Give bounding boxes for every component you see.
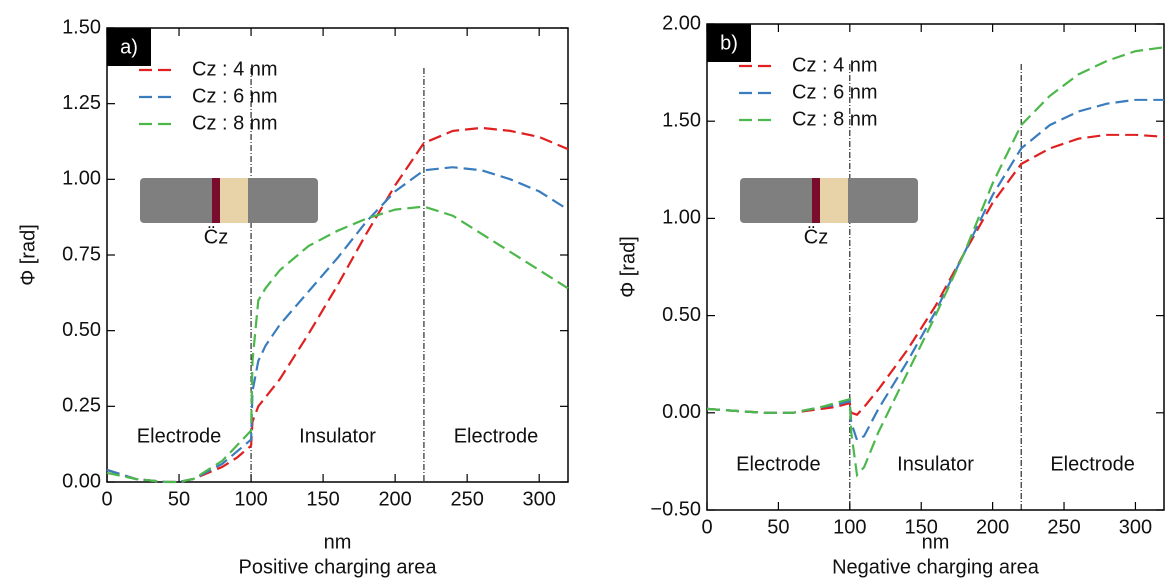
x-tick-label: 50	[767, 516, 789, 538]
y-tick-label: 0.50	[62, 319, 101, 341]
x-tick-label: 250	[1047, 516, 1080, 538]
inset-insulator	[820, 178, 848, 223]
y-tick-label: 0.50	[662, 304, 701, 326]
series-line	[707, 47, 1164, 475]
legend-label: Cz : 6 nm	[192, 85, 278, 107]
plot-frame	[706, 23, 1165, 511]
x-axis-label: nm	[922, 531, 950, 553]
region-label: Electrode	[454, 425, 539, 447]
region-label: Insulator	[897, 453, 974, 475]
region-label: Electrode	[137, 425, 222, 447]
y-tick-label: 1.25	[62, 92, 101, 114]
x-tick-label: 200	[378, 488, 411, 510]
y-tick-label: 0.00	[62, 470, 101, 492]
x-tick-label: 100	[833, 516, 866, 538]
inset-label: C̈z	[204, 226, 228, 248]
x-tick-label: 50	[168, 488, 190, 510]
y-tick-label: 0.25	[62, 395, 101, 417]
legend-label: Cz : 8 nm	[792, 108, 878, 130]
y-tick-label: 1.50	[662, 109, 701, 131]
legend-label: Cz : 4 nm	[792, 54, 878, 76]
x-tick-label: 250	[450, 488, 483, 510]
panel-label: a)	[120, 36, 138, 58]
plot-frame	[106, 27, 569, 483]
y-tick-label: −0.50	[650, 498, 701, 520]
legend-label: Cz : 6 nm	[792, 81, 878, 103]
x-tick-label: 200	[976, 516, 1009, 538]
region-label: Electrode	[1050, 453, 1135, 475]
x-tick-label: 0	[101, 488, 112, 510]
subtitle: Negative charging area	[832, 556, 1040, 578]
y-tick-label: 1.50	[62, 16, 101, 38]
y-axis-label: Φ [rad]	[17, 224, 39, 286]
inset-label: C̈z	[804, 226, 828, 248]
panel-label: b)	[720, 32, 738, 54]
x-tick-label: 100	[234, 488, 267, 510]
x-tick-label: 300	[523, 488, 556, 510]
y-tick-label: 1.00	[62, 168, 101, 190]
panel-label-box	[107, 28, 151, 66]
x-tick-label: 300	[1119, 516, 1152, 538]
x-tick-label: 150	[905, 516, 938, 538]
x-axis-label: nm	[324, 531, 352, 553]
x-tick-label: 0	[701, 516, 712, 538]
series-line	[707, 100, 1164, 440]
inset-charge	[812, 178, 820, 223]
y-tick-label: 1.00	[662, 207, 701, 229]
panel-label-box	[707, 24, 751, 62]
x-tick-label: 150	[306, 488, 339, 510]
y-tick-label: 2.00	[662, 12, 701, 34]
legend-label: Cz : 8 nm	[192, 112, 278, 134]
inset-charge	[212, 178, 220, 223]
inset-insulator	[220, 178, 248, 223]
region-label: Insulator	[299, 425, 376, 447]
series-line	[707, 135, 1164, 415]
y-tick-label: 0.00	[662, 401, 701, 423]
subtitle: Positive charging area	[239, 556, 438, 578]
series-line	[107, 207, 568, 482]
y-axis-label: Φ [rad]	[617, 236, 639, 298]
legend-label: Cz : 4 nm	[192, 58, 278, 80]
y-tick-label: 0.75	[62, 243, 101, 265]
region-label: Electrode	[736, 453, 821, 475]
